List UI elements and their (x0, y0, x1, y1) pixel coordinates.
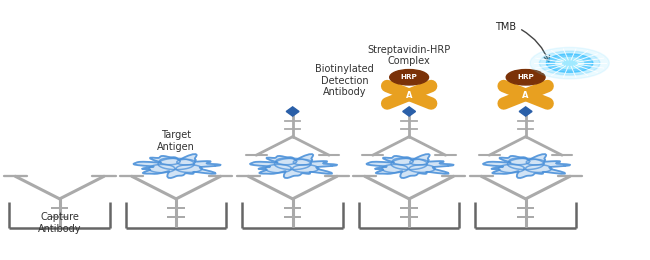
Circle shape (390, 70, 428, 85)
Polygon shape (250, 154, 337, 178)
Polygon shape (367, 154, 454, 178)
Circle shape (547, 54, 593, 72)
Polygon shape (133, 154, 220, 178)
Polygon shape (483, 154, 570, 178)
Circle shape (540, 51, 600, 75)
Text: Streptavidin-HRP
Complex: Streptavidin-HRP Complex (367, 45, 450, 66)
Polygon shape (403, 107, 415, 116)
Text: HRP: HRP (401, 74, 417, 80)
Polygon shape (519, 107, 532, 116)
Circle shape (556, 57, 584, 69)
Text: A: A (523, 91, 529, 100)
Polygon shape (286, 107, 299, 116)
Text: Biotinylated
Detection
Antibody: Biotinylated Detection Antibody (315, 64, 374, 97)
Text: A: A (406, 91, 412, 100)
Text: HRP: HRP (517, 74, 534, 80)
Text: Capture
Antibody: Capture Antibody (38, 212, 81, 234)
Text: Target
Antigen: Target Antigen (157, 130, 195, 152)
Text: TMB: TMB (495, 22, 516, 32)
Circle shape (530, 47, 609, 79)
Circle shape (506, 70, 545, 85)
